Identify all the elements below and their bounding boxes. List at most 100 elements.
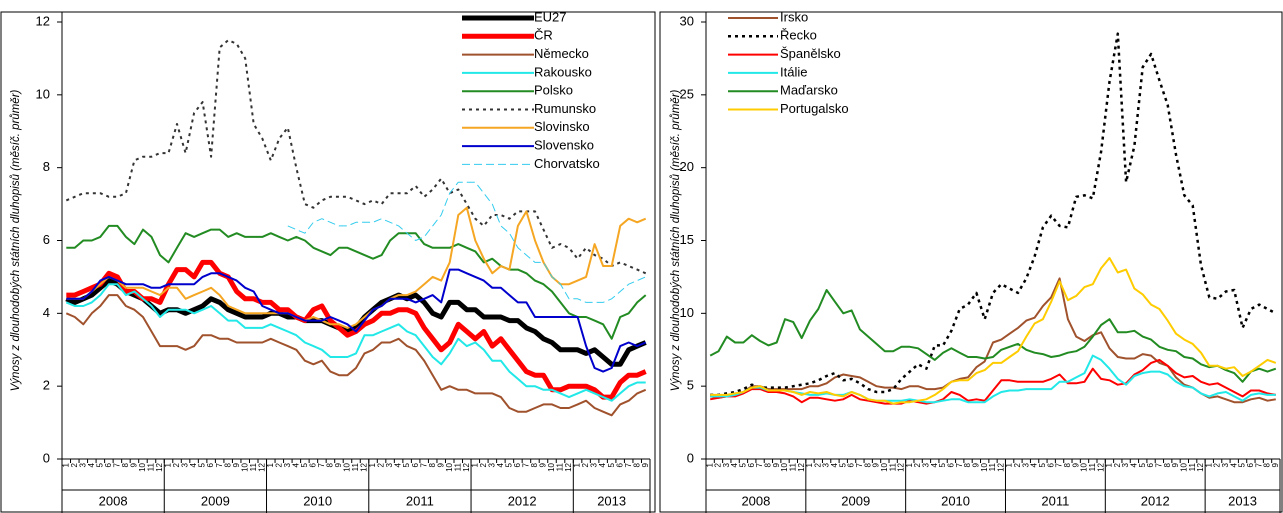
x-tick-label: 12 <box>462 462 471 471</box>
x-tick-label: 10 <box>1179 462 1188 471</box>
x-tick-label: 7 <box>855 462 864 467</box>
panel-frame <box>0 11 656 513</box>
x-tick-label: 4 <box>598 462 607 467</box>
year-label: 2010 <box>941 493 970 508</box>
x-tick-label: 5 <box>505 462 514 467</box>
x-tick-label: 11 <box>1088 462 1097 471</box>
year-label: 2012 <box>508 493 537 508</box>
x-tick-label: 2 <box>172 462 181 467</box>
x-tick-label: 9 <box>872 462 881 467</box>
x-tick-label: 6 <box>1246 462 1255 467</box>
x-tick-label: 9 <box>436 462 445 467</box>
x-tick-label: 1 <box>61 462 70 467</box>
x-tick-label: 8 <box>963 462 972 467</box>
x-tick-label: 12 <box>1096 462 1105 471</box>
series-line <box>710 358 1276 405</box>
year-label: 2010 <box>303 493 332 508</box>
x-tick-label: 6 <box>615 462 624 467</box>
x-tick-label: 12 <box>257 462 266 471</box>
x-tick-label: 8 <box>1163 462 1172 467</box>
y-axis-label: Výnosy z dlouhodobých státních dluhopisů… <box>670 89 682 391</box>
x-tick-label: 2 <box>714 462 723 467</box>
legend-label: Itálie <box>780 64 807 79</box>
x-tick-label: 8 <box>1063 462 1072 467</box>
x-tick-label: 6 <box>747 462 756 467</box>
legend-label: Rumunsko <box>534 101 596 116</box>
x-tick-label: 6 <box>1146 462 1155 467</box>
x-tick-label: 6 <box>411 462 420 467</box>
x-tick-label: 10 <box>980 462 989 471</box>
x-tick-label: 1 <box>164 462 173 467</box>
x-tick-label: 7 <box>419 462 428 467</box>
x-tick-label: 6 <box>847 462 856 467</box>
year-label: 2011 <box>406 493 434 508</box>
x-tick-label: 7 <box>522 462 531 467</box>
legend-label: Irsko <box>780 9 808 24</box>
x-tick-label: 8 <box>1263 462 1272 467</box>
legend-label: ČR <box>534 28 553 43</box>
x-tick-label: 3 <box>722 462 731 467</box>
x-tick-label: 8 <box>863 462 872 467</box>
x-tick-label: 9 <box>539 462 548 467</box>
x-tick-label: 6 <box>947 462 956 467</box>
x-tick-label: 10 <box>240 462 249 471</box>
x-tick-label: 1 <box>573 462 582 467</box>
x-tick-label: 8 <box>632 462 641 467</box>
x-tick-label: 3 <box>181 462 190 467</box>
x-tick-label: 10 <box>343 462 352 471</box>
x-tick-label: 12 <box>897 462 906 471</box>
x-tick-label: 7 <box>955 462 964 467</box>
x-tick-label: 10 <box>445 462 454 471</box>
x-tick-label: 4 <box>189 462 198 467</box>
x-tick-label: 4 <box>1030 462 1039 467</box>
year-label: 2013 <box>1228 493 1257 508</box>
x-tick-label: 9 <box>1071 462 1080 467</box>
year-label: 2008 <box>741 493 770 508</box>
year-label: 2011 <box>1041 493 1069 508</box>
x-tick-label: 3 <box>487 462 496 467</box>
x-tick-label: 1 <box>1105 462 1114 467</box>
panel-frame <box>659 11 1283 513</box>
y-tick-label: 0 <box>43 450 50 465</box>
x-tick-label: 4 <box>1229 462 1238 467</box>
x-tick-label: 5 <box>838 462 847 467</box>
y-tick-label: 10 <box>36 86 50 101</box>
x-tick-label: 2 <box>377 462 386 467</box>
x-tick-label: 6 <box>309 462 318 467</box>
legend-label: Chorvatsko <box>534 156 600 171</box>
x-tick-label: 7 <box>1055 462 1064 467</box>
x-tick-label: 5 <box>198 462 207 467</box>
x-tick-label: 5 <box>300 462 309 467</box>
year-label: 2013 <box>597 493 626 508</box>
year-label: 2012 <box>1141 493 1170 508</box>
x-tick-label: 5 <box>402 462 411 467</box>
x-tick-label: 2 <box>813 462 822 467</box>
x-tick-label: 6 <box>104 462 113 467</box>
x-tick-label: 11 <box>888 462 897 471</box>
year-label: 2008 <box>99 493 128 508</box>
x-tick-label: 9 <box>130 462 139 467</box>
x-tick-label: 5 <box>1038 462 1047 467</box>
x-tick-label: 5 <box>95 462 104 467</box>
x-tick-label: 9 <box>772 462 781 467</box>
y-tick-label: 8 <box>43 159 50 174</box>
x-tick-label: 12 <box>996 462 1005 471</box>
x-tick-label: 10 <box>880 462 889 471</box>
x-tick-label: 1 <box>266 462 275 467</box>
x-tick-label: 7 <box>215 462 224 467</box>
x-tick-label: 1 <box>905 462 914 467</box>
legend-label: Maďarsko <box>780 83 838 98</box>
x-tick-label: 4 <box>87 462 96 467</box>
x-tick-label: 7 <box>317 462 326 467</box>
x-tick-label: 7 <box>1254 462 1263 467</box>
x-tick-label: 3 <box>822 462 831 467</box>
series-line <box>66 268 647 373</box>
y-tick-label: 4 <box>43 305 50 320</box>
x-tick-label: 4 <box>730 462 739 467</box>
y-tick-label: 30 <box>680 13 694 28</box>
legend-label: EU27 <box>534 9 567 24</box>
x-tick-label: 9 <box>1271 462 1280 467</box>
legend-label: Španělsko <box>780 46 841 61</box>
y-tick-label: 5 <box>687 378 694 393</box>
